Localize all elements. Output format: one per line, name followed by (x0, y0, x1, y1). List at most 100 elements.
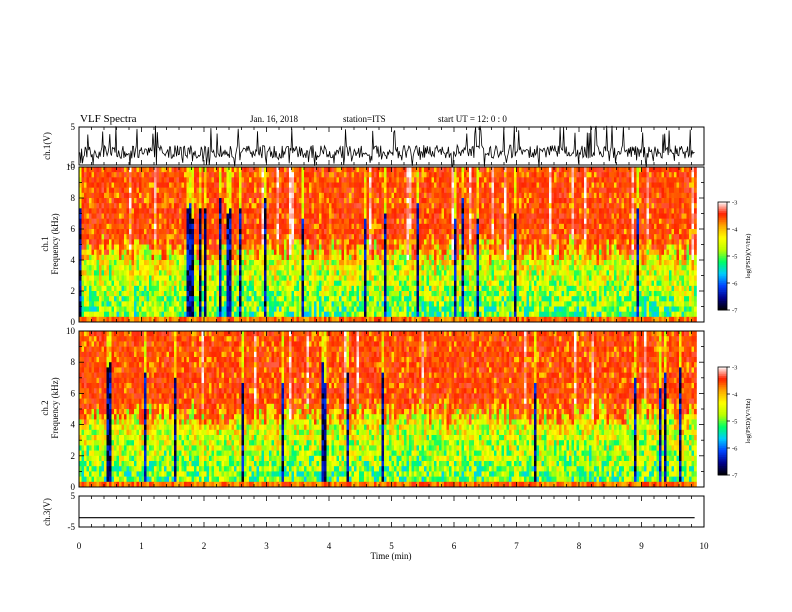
ch1-spectrogram-cell (324, 172, 327, 178)
ch1-spectrogram-column (171, 167, 175, 323)
ch1-spectrogram-cell (351, 198, 355, 204)
ch1-spectrogram-cell (159, 296, 162, 302)
ch1-spectrogram-cell (141, 218, 145, 225)
ch1-spectrogram-cell (399, 280, 402, 287)
ch1-spectrogram-cell (106, 203, 110, 209)
ch1-spectrogram-cell (194, 306, 197, 312)
ch1-spectrogram-cell (269, 198, 272, 204)
ch1-spectrogram-cell (429, 172, 432, 178)
ch1-spectrogram-cell (126, 187, 130, 194)
ch1-spectrogram-cell (336, 208, 340, 214)
ch1-spectrogram-cell (79, 260, 82, 266)
ch1-spectrogram-cell (89, 244, 92, 250)
ch1-spectrogram-cell (451, 285, 455, 292)
ch1-spectrogram-cell (204, 265, 207, 271)
ch1-spectrogram-cell (151, 306, 155, 312)
ch1-spectrogram-cell (84, 187, 87, 194)
ch1-spectrogram-cell (339, 291, 342, 297)
ch1-spectrogram-cell (276, 234, 280, 240)
ch1-spectrogram-cell (101, 306, 105, 312)
ch1-spectrogram-cell (306, 244, 310, 250)
ch1-spectrogram-cell (84, 239, 87, 245)
ch1-spectrogram-cell (86, 167, 90, 173)
ch1-spectrogram-cell (189, 265, 192, 271)
ch1-spectrogram-cell (341, 177, 345, 183)
ch1-spectrogram-cell (299, 192, 302, 199)
ch1-spectrogram-cell (364, 187, 367, 194)
ch1-spectrogram-cell (266, 187, 270, 194)
ch1-spectrogram-cell (319, 249, 322, 256)
ch1-spectrogram-cell (284, 172, 287, 178)
ch1-spectrogram-cell (246, 270, 250, 276)
ch1-spectrogram-cell (449, 192, 452, 199)
ch1-spectrogram-cell (159, 254, 162, 261)
ch1-spectrogram-cell (376, 208, 380, 214)
ch1-spectrogram-cell (366, 203, 370, 209)
ch1-spectrogram-cell (271, 265, 275, 271)
ch1-spectrogram-cell (424, 177, 427, 183)
ch1-spectrogram-cell (466, 265, 470, 271)
ch1-spectrogram-cell (151, 172, 155, 178)
ch1-spectrogram-cell (254, 192, 257, 199)
ch1-spectrogram-cell (326, 244, 330, 250)
ch1-spectrogram-cell (291, 275, 295, 281)
ch1-spectrogram-cell (146, 177, 150, 183)
ch1-spectrogram-cell (224, 249, 227, 256)
ch1-spectrogram-cell (104, 265, 107, 271)
ch1-spectrogram-cell (179, 275, 182, 281)
ch1-spectrogram-cell (334, 260, 337, 266)
ch1-spectrogram-cell (96, 260, 100, 266)
ch1-spectrogram-cell (231, 187, 235, 194)
ch1-spectrogram-cell (161, 182, 165, 188)
ch1-spectrogram-cell (469, 223, 472, 230)
ch1-spectrogram-cell (371, 208, 375, 214)
ch1-spectrogram-cell (431, 306, 435, 312)
ch1-spectrogram-cell (401, 192, 405, 199)
ch1-spectrogram-cell (129, 291, 132, 297)
ch1-spectrogram-cell (261, 234, 265, 240)
ch1-spectrogram-cell (299, 172, 302, 178)
ch1-spectrogram-cell (304, 244, 307, 250)
ch1-spectrogram-cell (131, 316, 135, 323)
ch1-spectrogram-cell (299, 198, 302, 204)
ch1-spectrogram-cell (249, 296, 252, 302)
ch1-spectrogram-cell (306, 223, 310, 230)
ch1-spectrogram-cell (84, 301, 87, 307)
ch1-spectrogram-cell (106, 270, 110, 276)
ch1-spectrogram-cell (144, 285, 147, 292)
ch1-spectrogram-cell (441, 187, 445, 194)
ch1-spectrogram-cell (311, 265, 315, 271)
ch1-spectrogram-cell (456, 291, 460, 297)
ch1-spectrogram-cell (399, 270, 402, 276)
ch1-spectrogram-cell (111, 177, 115, 183)
ch1-spectrogram-cell (251, 249, 255, 256)
ch1-spectrogram-cell (236, 285, 240, 292)
ch1-spectrogram-cell (451, 280, 455, 287)
ch1-spectrogram-cell (366, 213, 370, 219)
ch1-spectrogram-cell (476, 167, 480, 173)
ch1-spectrogram-cell (124, 192, 127, 199)
ch1-spectrogram-cell (279, 177, 282, 183)
ch1-spectrogram-cell (259, 249, 262, 256)
ch1-spectrogram-cell (371, 265, 375, 271)
ch1-spectrogram-cell (176, 177, 180, 183)
ch1-spectrogram-cell (371, 280, 375, 287)
ch1-spectrogram-cell (446, 244, 450, 250)
ch1-spectrogram-cell (101, 223, 105, 230)
ch1-spectrogram-cell (114, 223, 117, 230)
ch1-spectrogram-cell (301, 208, 305, 214)
ch1-spectrogram-cell (301, 270, 305, 276)
ch1-spectrogram-cell (179, 167, 182, 173)
ch1-spectrogram-cell (194, 316, 197, 323)
ch1-spectrogram-cell (126, 265, 130, 271)
ch1-spectrogram-cell (141, 203, 145, 209)
ch1-spectrogram-cell (261, 249, 265, 256)
ch1-spectrogram-cell (254, 172, 257, 178)
ch1-spectrogram-cell (329, 213, 332, 219)
ch1-spectrogram-cell (339, 270, 342, 276)
ch1-spectrogram-cell (351, 203, 355, 209)
ch1-spectrogram-cell (159, 203, 162, 209)
ch1-spectrogram-cell (149, 182, 152, 188)
ch1-spectrogram-cell (244, 311, 247, 318)
ch1-spectrogram-cell (201, 306, 205, 312)
